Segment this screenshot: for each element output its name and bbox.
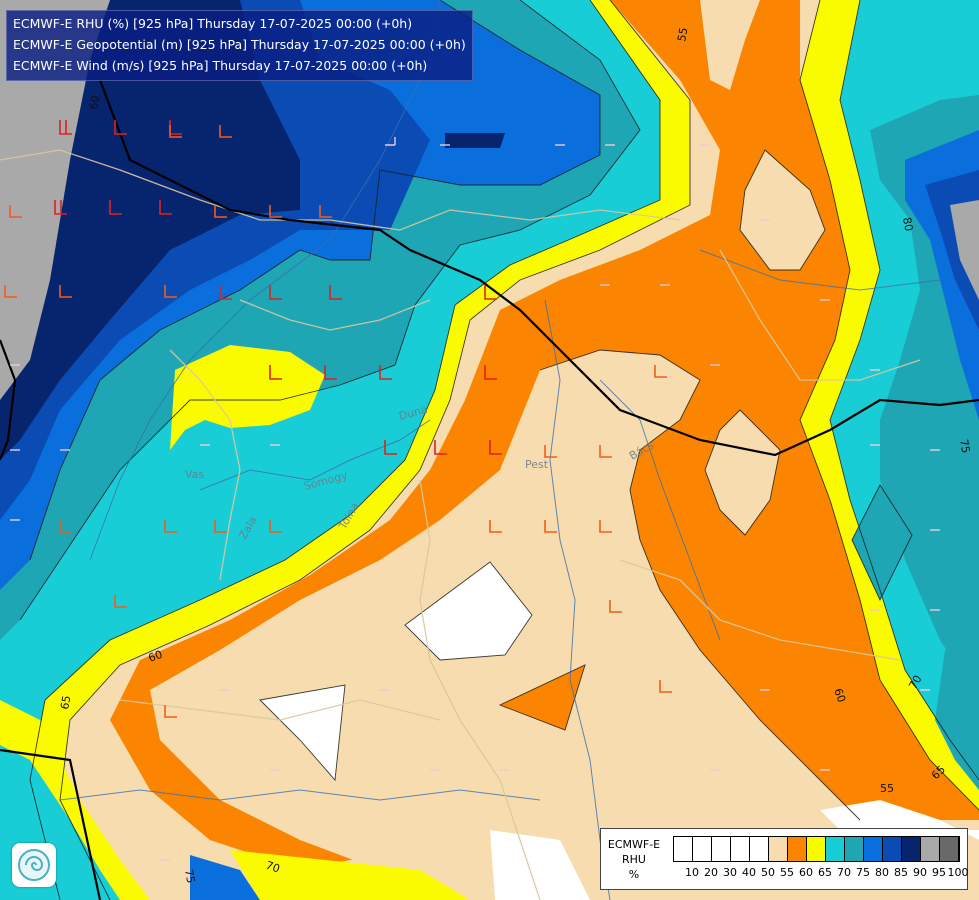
contour-label: 60 <box>831 687 848 705</box>
legend-tick-label: 30 <box>723 866 737 879</box>
legend-color-bar <box>673 836 960 862</box>
legend-label-variable: RHU <box>622 853 646 866</box>
contour-label: 60 <box>87 94 102 110</box>
admin-boundaries <box>0 149 921 900</box>
rh-band-90-95-east <box>950 200 979 300</box>
map-title-box: ECMWF-E RHU (%) [925 hPa] Thursday 17-07… <box>6 10 473 81</box>
legend-tick-label: 10 <box>685 866 699 879</box>
legend-swatch <box>693 837 712 861</box>
legend-swatch <box>864 837 883 861</box>
legend-label: ECMWF-E RHU % <box>605 837 663 882</box>
wind-barbs-cold <box>54 120 502 455</box>
legend-swatch <box>807 837 826 861</box>
legend-tick-label: 90 <box>913 866 927 879</box>
legend-tick-label: 40 <box>742 866 756 879</box>
contour-label: 55 <box>675 26 690 42</box>
contour-label: 65 <box>58 694 73 710</box>
contour-label: 70 <box>264 859 282 876</box>
rh-pocket-yellow-west <box>170 345 325 450</box>
rh-pocket-north <box>445 133 505 148</box>
legend-label-model: ECMWF-E <box>607 838 661 851</box>
legend-swatch <box>712 837 731 861</box>
contour-label: 80 <box>900 216 915 232</box>
country-borders <box>0 79 979 900</box>
title-line-rhu: ECMWF-E RHU (%) [925 hPa] Thursday 17-07… <box>13 16 413 31</box>
legend-tick-label: 85 <box>894 866 908 879</box>
rh-legend: ECMWF-E RHU % 10 20 30 40 50 55 60 65 70 75 80 85 90… <box>600 828 969 890</box>
legend-swatch <box>731 837 750 861</box>
wind-barbs-warm <box>4 125 672 718</box>
legend-tick-label: 55 <box>780 866 794 879</box>
rh-interior-dry-3 <box>740 150 825 270</box>
rh-band-east-bottom <box>935 640 979 790</box>
legend-tick-label: 20 <box>704 866 718 879</box>
legend-swatch <box>940 837 959 861</box>
legend-tick-label: 100 <box>947 866 969 879</box>
rh-pocket-orange <box>500 665 585 730</box>
rivers <box>59 0 941 900</box>
contour-label: 75 <box>957 438 972 454</box>
contour-labels: 55 60 60 65 55 60 65 70 75 80 70 75 <box>58 26 972 884</box>
rh-band-sw-blue <box>190 855 260 900</box>
wind-barbs-calm <box>10 137 940 861</box>
legend-swatch <box>826 837 845 861</box>
legend-tick-label: 70 <box>837 866 851 879</box>
contour-label: 55 <box>880 782 894 795</box>
contour-label: 75 <box>182 868 197 884</box>
contour-label: 70 <box>906 673 924 692</box>
legend-tick-label: 75 <box>856 866 870 879</box>
legend-ticks: 10 20 30 40 50 55 60 65 70 75 80 85 90 95 100 <box>673 866 969 880</box>
contour-lines <box>19 0 979 900</box>
legend-swatch <box>921 837 940 861</box>
contour-label: 60 <box>147 648 165 665</box>
legend-swatch <box>845 837 864 861</box>
legend-swatch <box>750 837 769 861</box>
legend-swatch <box>788 837 807 861</box>
rh-band-bottom-yellow <box>230 850 470 900</box>
legend-swatch <box>769 837 788 861</box>
rh-pocket-white-3 <box>490 830 590 900</box>
legend-tick-label: 50 <box>761 866 775 879</box>
legend-swatch <box>883 837 902 861</box>
legend-swatch <box>674 837 693 861</box>
rh-interior-dry-2 <box>150 350 979 900</box>
ecmwf-logo-icon <box>12 843 56 887</box>
legend-tick-label: 65 <box>818 866 832 879</box>
place-label: Pest <box>525 458 549 471</box>
legend-swatch <box>902 837 921 861</box>
rh-interior-dry-4 <box>705 410 780 535</box>
legend-tick-label: 60 <box>799 866 813 879</box>
title-line-wind: ECMWF-E Wind (m/s) [925 hPa] Thursday 17… <box>13 58 428 73</box>
legend-label-unit: % <box>628 868 640 881</box>
rh-interior-dry <box>700 0 760 90</box>
rh-pocket-white-1 <box>405 562 532 660</box>
legend-tick-label: 95 <box>932 866 946 879</box>
place-label: Vas <box>185 468 204 481</box>
legend-tick-label: 80 <box>875 866 889 879</box>
title-line-geopotential: ECMWF-E Geopotential (m) [925 hPa] Thurs… <box>13 37 466 52</box>
